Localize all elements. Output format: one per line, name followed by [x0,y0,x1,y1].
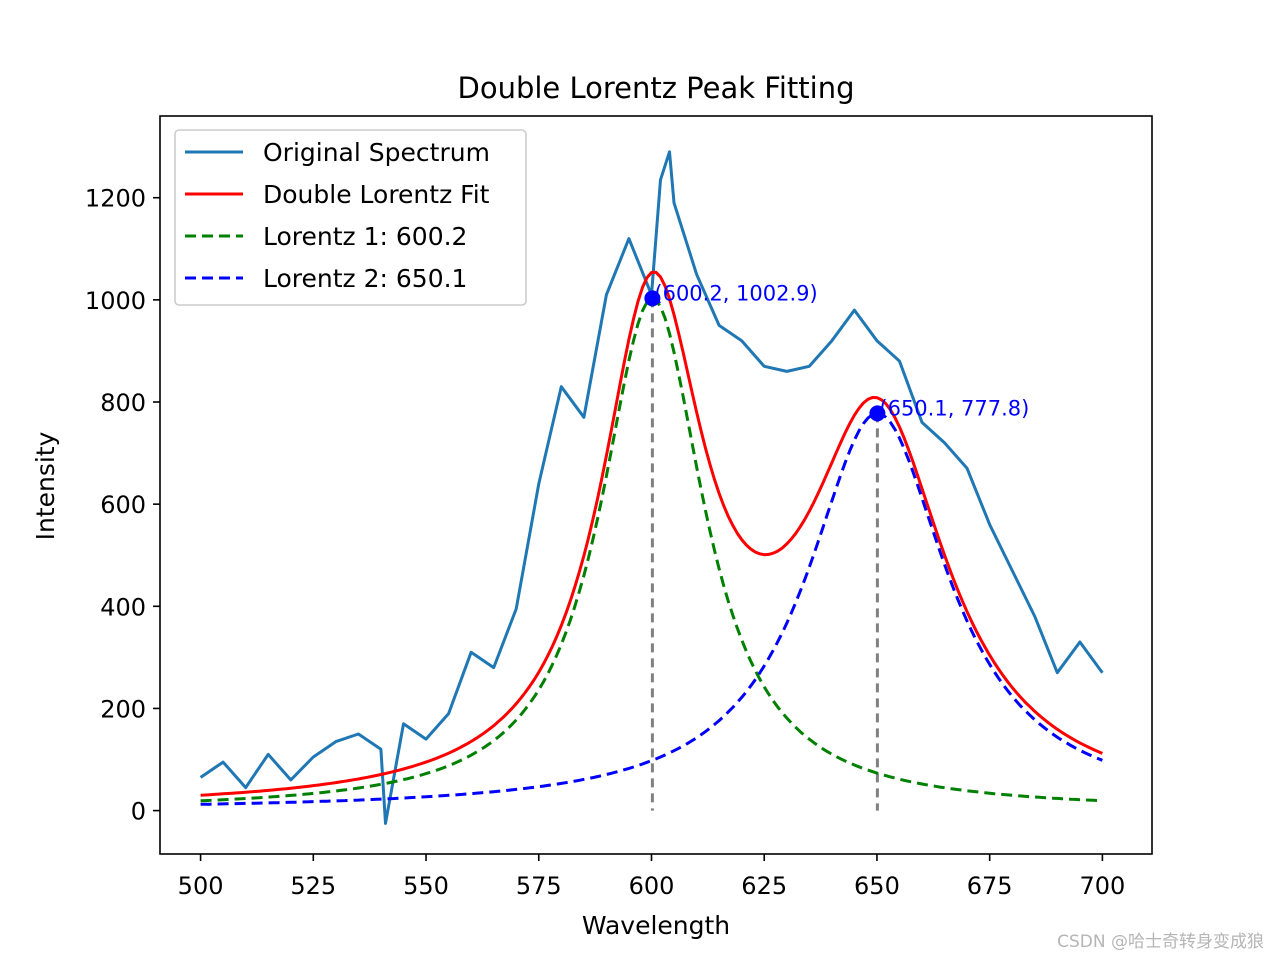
legend-label: Double Lorentz Fit [263,180,490,209]
x-tick-label: 625 [741,872,787,900]
legend-label: Lorentz 1: 600.2 [263,222,467,251]
x-tick-label: 700 [1079,872,1125,900]
lorentz-1-600-2-line [200,297,1103,803]
original-spectrum-line [199,150,1104,825]
y-tick-label: 1200 [85,185,146,213]
y-tick-label: 1000 [85,287,146,315]
y-tick-label: 400 [100,593,146,621]
x-tick-label: 600 [629,872,675,900]
watermark-text: CSDN @哈士奇转身变成狼 [1057,932,1264,952]
peak-annotation: (600.2, 1002.9) [654,281,817,305]
y-axis: 0 200 400 600 800 1000 1200 [85,185,160,826]
plot-frame [159,115,1153,855]
double-lorentz-fit-line [200,270,1103,797]
x-tick-label: 575 [516,872,562,900]
y-tick-label: 600 [100,491,146,519]
plot-area: (600.2, 1002.9) (650.1, 777.8) [199,150,1104,825]
legend: Original Spectrum Double Lorentz Fit Loren… [174,129,527,306]
chart-title: Double Lorentz Peak Fitting [458,71,855,105]
y-tick-label: 0 [131,798,146,826]
peak-marker [869,405,886,422]
y-axis-label: Intensity [31,431,60,540]
peak-marker [644,290,661,307]
x-axis-label: Wavelength [582,911,730,940]
y-tick-label: 200 [100,695,146,723]
x-tick-label: 525 [290,872,336,900]
x-tick-label: 650 [854,872,900,900]
peak-annotation: (650.1, 777.8) [879,396,1029,420]
legend-label: Lorentz 2: 650.1 [263,264,467,293]
legend-box [174,129,527,306]
x-axis: 500 525 550 575 600 625 650 675 700 [178,854,1125,900]
x-tick-label: 500 [178,872,224,900]
y-tick-label: 800 [100,389,146,417]
lorentz-2-650-1-line [200,411,1103,806]
x-tick-label: 675 [967,872,1013,900]
legend-label: Original Spectrum [263,138,490,167]
x-tick-label: 550 [403,872,449,900]
